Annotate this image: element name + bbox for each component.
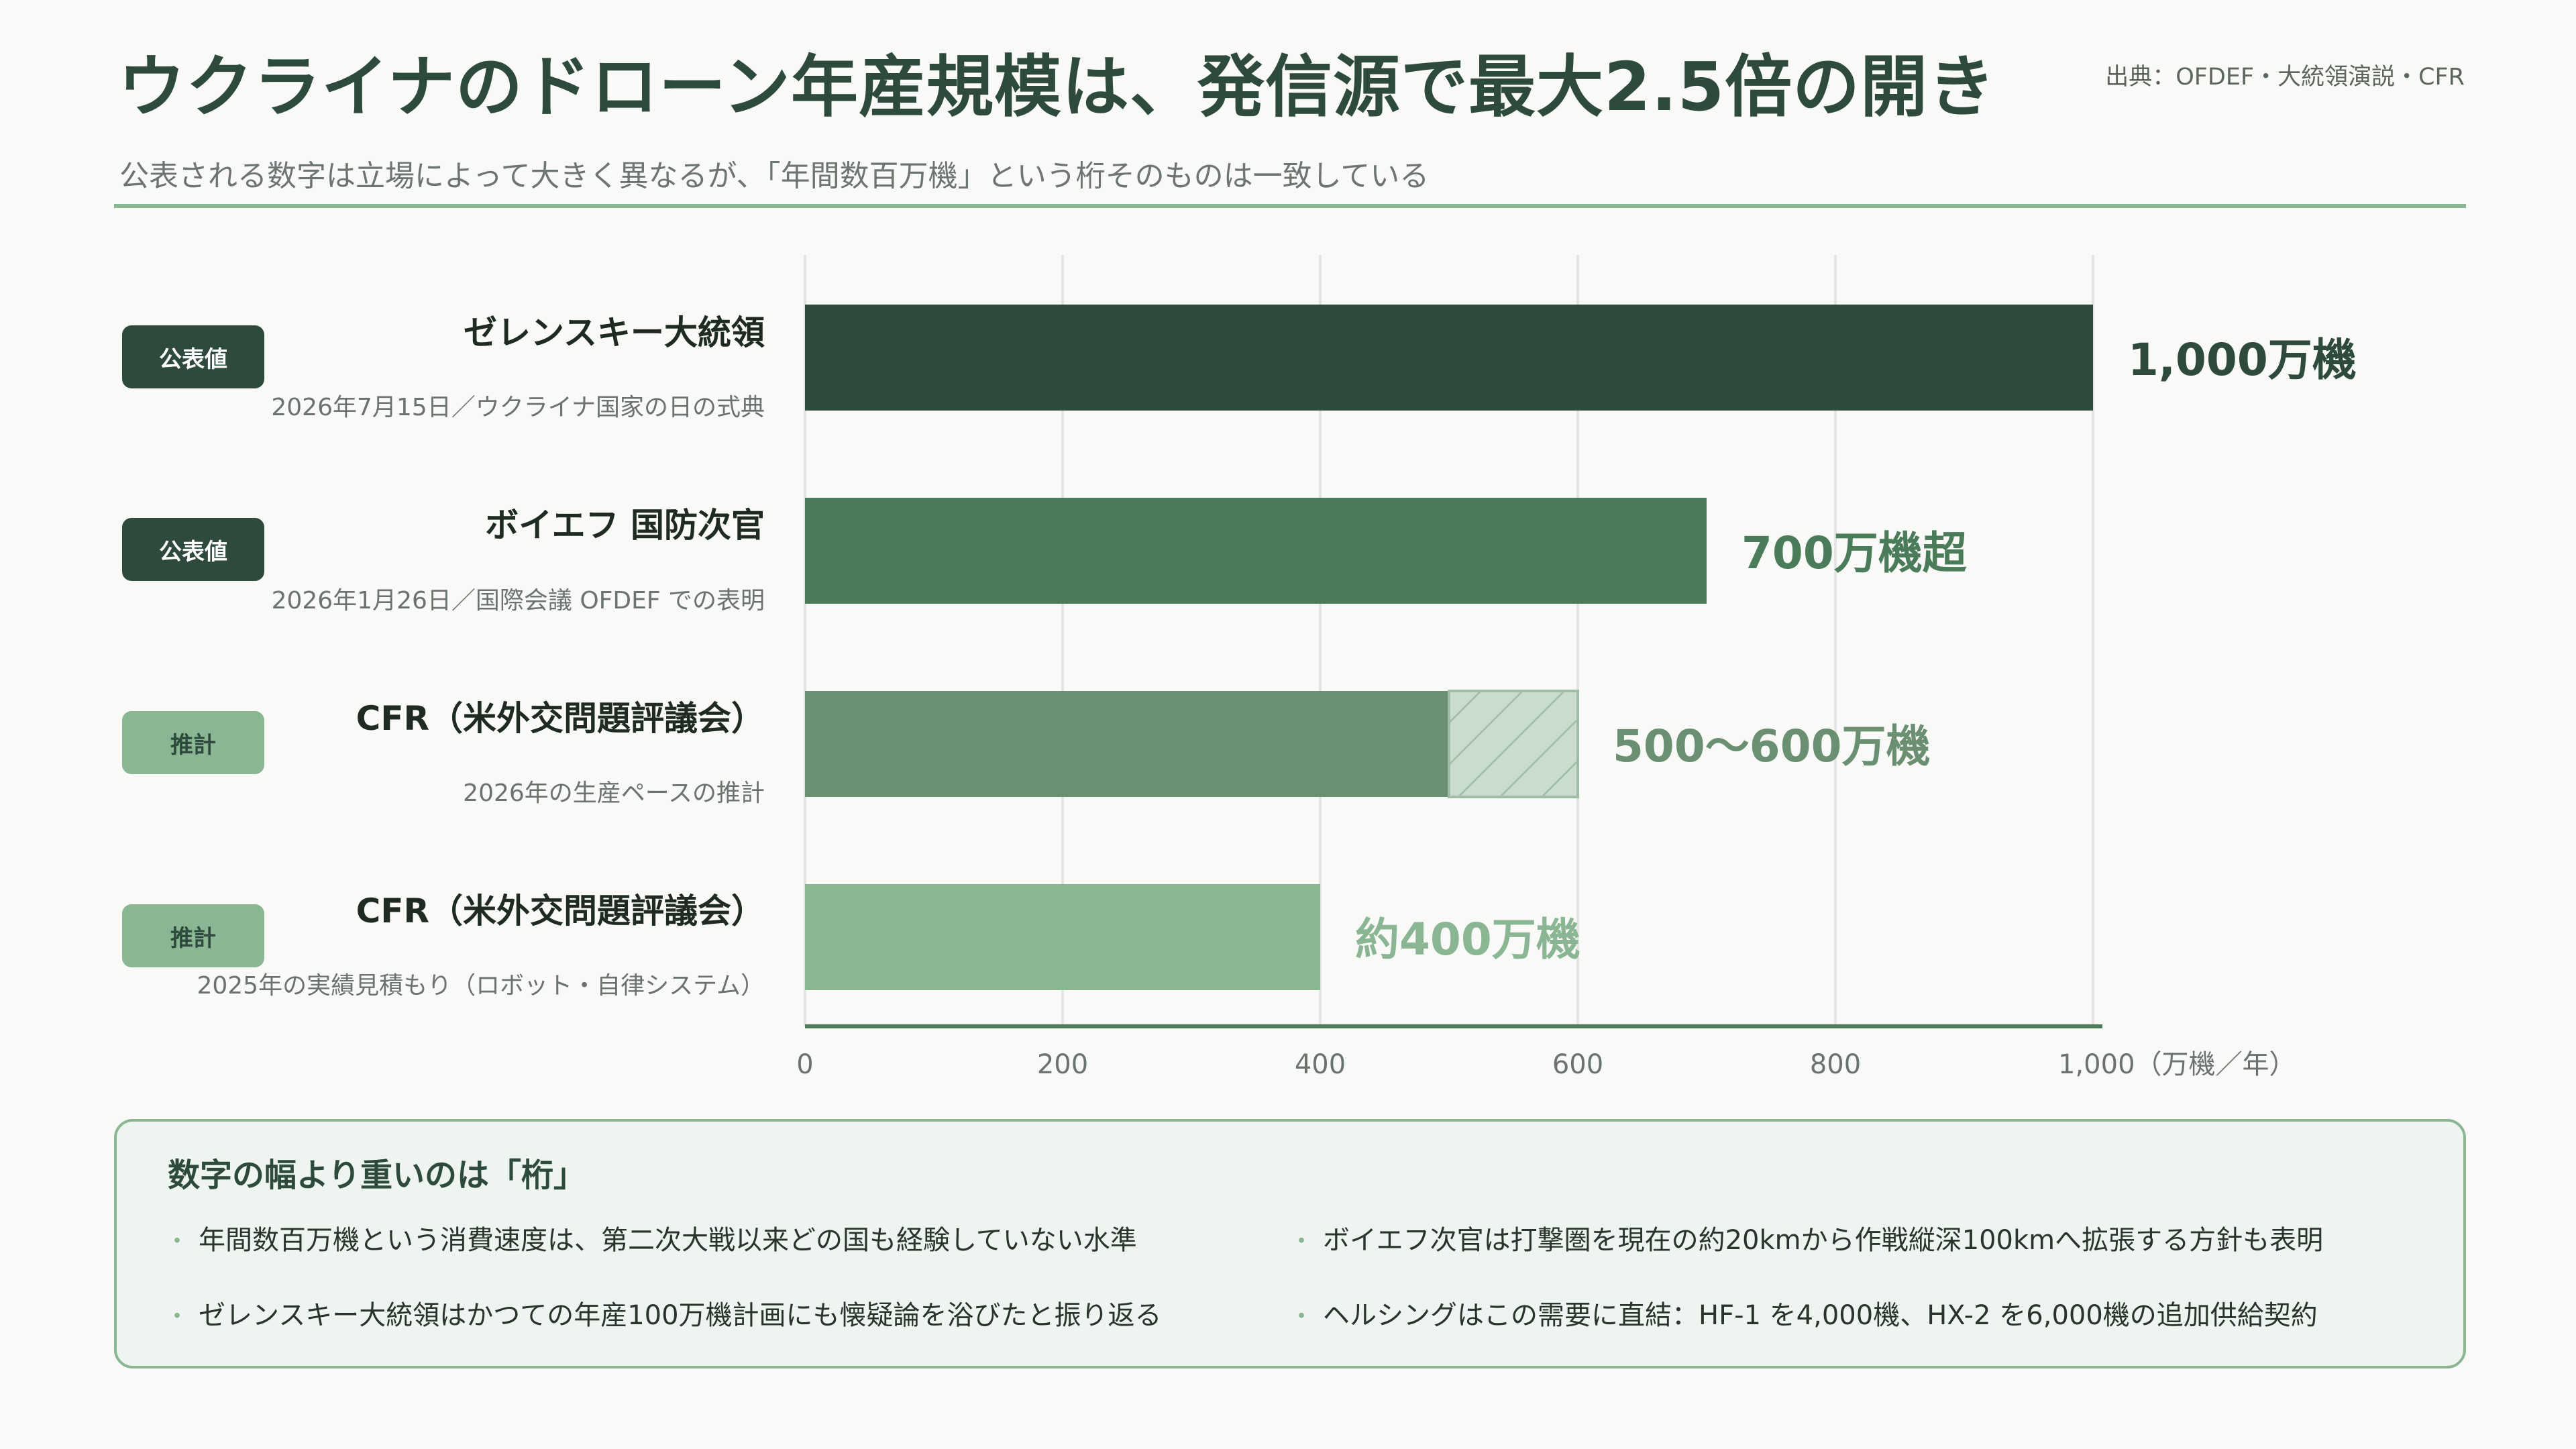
row-badge: 推計 bbox=[122, 711, 264, 774]
bar-value-label: 1,000万機 bbox=[2128, 334, 2357, 386]
callout-point-text: ボイエフ次官は打撃圏を現在の約20kmから作戦縦深100kmへ拡張する方針も表明 bbox=[1323, 1225, 2324, 1256]
row-note: 2025年の実績見積もり（ロボット・自律システム） bbox=[197, 972, 765, 1000]
x-tick-label: 0 bbox=[796, 1049, 813, 1080]
insight-callout: 数字の幅より重いのは「桁」 ・年間数百万機という消費速度は、第二次大戦以来どの国… bbox=[114, 1119, 2466, 1368]
page-subtitle: 公表される数字は立場によって大きく異なるが、「年間数百万機」という桁そのものは一… bbox=[119, 159, 1430, 193]
row-name: CFR（米外交問題評議会） bbox=[356, 699, 765, 738]
page-title: ウクライナのドローン年産規模は、発信源で最大2.5倍の開き bbox=[118, 48, 1996, 126]
callout-point-text: 年間数百万機という消費速度は、第二次大戦以来どの国も経験していない水準 bbox=[199, 1225, 1137, 1256]
x-tick-label: 400 bbox=[1295, 1049, 1346, 1080]
callout-point: ・ゼレンスキー大統領はかつての年産100万機計画にも懐疑論を浴びたと振り返る bbox=[165, 1293, 1162, 1332]
bullet-dot: ・ bbox=[1289, 1303, 1314, 1330]
row-name: CFR（米外交問題評議会） bbox=[356, 892, 765, 930]
x-tick-label: 800 bbox=[1810, 1049, 1861, 1080]
row-name: ボイエフ 国防次官 bbox=[485, 506, 765, 545]
bar-value-label: 約400万機 bbox=[1355, 914, 1580, 965]
row-note: 2026年1月26日／国際会議 OFDEF での表明 bbox=[271, 587, 765, 614]
x-tick-label: 1,000（万機／年） bbox=[2058, 1049, 2296, 1080]
x-tick-label: 600 bbox=[1552, 1049, 1603, 1080]
bar bbox=[805, 498, 1707, 604]
row-badge: 公表値 bbox=[122, 518, 264, 581]
callout-title: 数字の幅より重いのは「桁」 bbox=[168, 1157, 586, 1194]
row-badge: 公表値 bbox=[122, 325, 264, 388]
bar bbox=[805, 305, 2093, 411]
bullet-dot: ・ bbox=[165, 1228, 190, 1255]
callout-point: ・年間数百万機という消費速度は、第二次大戦以来どの国も経験していない水準 bbox=[165, 1218, 1137, 1257]
bar-value-label: 500〜600万機 bbox=[1613, 720, 1931, 772]
bullet-dot: ・ bbox=[165, 1303, 190, 1330]
x-tick-label: 200 bbox=[1037, 1049, 1088, 1080]
row-note: 2026年7月15日／ウクライナ国家の日の式典 bbox=[271, 394, 765, 421]
source-note: 出典：OFDEF・大統領演説・CFR bbox=[2105, 64, 2465, 91]
callout-point: ・ボイエフ次官は打撃圏を現在の約20kmから作戦縦深100kmへ拡張する方針も表… bbox=[1289, 1218, 2323, 1257]
bullet-dot: ・ bbox=[1289, 1228, 1314, 1255]
row-name: ゼレンスキー大統領 bbox=[464, 313, 765, 352]
bar-range-extension bbox=[1448, 690, 1579, 798]
row-note: 2026年の生産ペースの推計 bbox=[463, 780, 765, 807]
bar-value-label: 700万機超 bbox=[1741, 527, 1968, 579]
row-badge: 推計 bbox=[122, 904, 264, 967]
bar bbox=[805, 884, 1320, 990]
title-divider bbox=[114, 204, 2466, 208]
bar bbox=[805, 691, 1449, 797]
callout-point-text: ヘルシングはこの需要に直結：HF-1 を4,000機、HX-2 を6,000機の… bbox=[1323, 1300, 2318, 1331]
callout-point: ・ヘルシングはこの需要に直結：HF-1 を4,000機、HX-2 を6,000機… bbox=[1289, 1293, 2318, 1332]
callout-point-text: ゼレンスキー大統領はかつての年産100万機計画にも懐疑論を浴びたと振り返る bbox=[199, 1300, 1162, 1331]
